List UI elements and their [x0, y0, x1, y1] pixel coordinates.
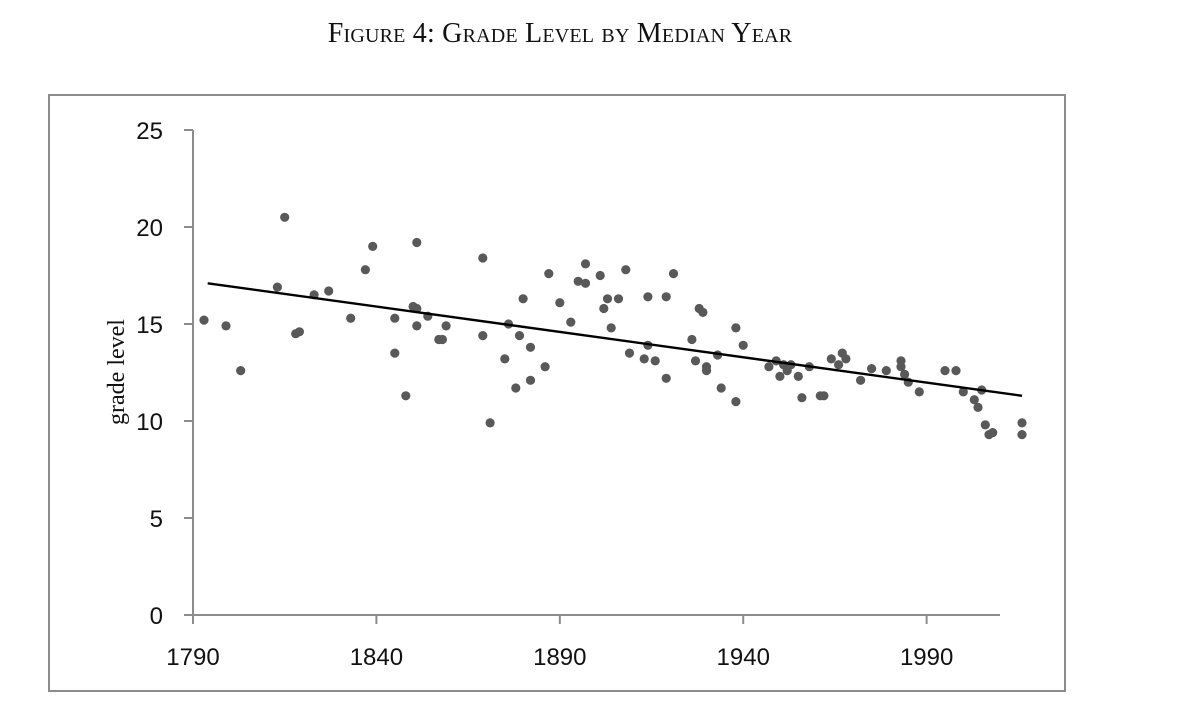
- data-point: [540, 362, 550, 372]
- trendline-layer: [207, 282, 1023, 397]
- data-point: [661, 292, 671, 302]
- data-point: [639, 354, 649, 364]
- data-point: [401, 391, 411, 401]
- data-point: [514, 331, 525, 341]
- axes: [184, 129, 1000, 624]
- data-point: [624, 348, 635, 358]
- y-tick-label: 15: [136, 312, 163, 339]
- data-points: [199, 212, 1027, 440]
- data-point: [841, 354, 851, 364]
- data-point: [1017, 418, 1027, 428]
- data-point: [738, 340, 748, 350]
- data-point: [199, 315, 209, 325]
- data-point: [940, 366, 950, 376]
- data-point: [701, 362, 712, 372]
- y-tick-label: 20: [136, 215, 163, 242]
- data-point: [973, 402, 983, 412]
- y-axis-label-group: grade level: [104, 319, 130, 425]
- data-point: [621, 265, 631, 275]
- x-tick-label: 1940: [717, 644, 770, 671]
- data-point: [980, 420, 990, 430]
- y-axis-label: grade level: [104, 319, 130, 425]
- data-point: [834, 360, 844, 370]
- data-point: [573, 276, 583, 286]
- chart-frame: [48, 94, 1066, 692]
- data-point: [668, 269, 679, 279]
- data-point: [412, 237, 422, 248]
- data-point: [881, 366, 891, 376]
- data-point: [856, 375, 866, 385]
- data-point: [764, 362, 774, 372]
- data-point: [867, 364, 877, 374]
- data-point: [236, 366, 246, 376]
- data-point: [580, 259, 591, 269]
- data-point: [324, 286, 334, 296]
- data-point: [951, 366, 961, 376]
- data-point: [566, 317, 576, 327]
- y-tick-label: 10: [136, 409, 163, 436]
- data-point: [518, 294, 528, 304]
- data-point: [595, 270, 605, 281]
- data-point: [412, 321, 422, 331]
- data-point: [613, 294, 624, 304]
- data-point: [606, 323, 616, 333]
- data-point: [819, 391, 829, 401]
- data-point: [599, 303, 609, 314]
- data-point: [525, 342, 536, 352]
- x-tick-label: 1890: [533, 644, 586, 671]
- data-point: [441, 321, 451, 331]
- data-point: [437, 334, 447, 345]
- data-point: [294, 327, 304, 337]
- data-point: [988, 428, 998, 438]
- data-point: [544, 269, 554, 279]
- data-point: [390, 313, 400, 323]
- data-point: [650, 356, 660, 366]
- data-point: [478, 253, 488, 263]
- data-point: [485, 418, 495, 428]
- trend-line: [207, 282, 1023, 397]
- data-point: [731, 397, 741, 407]
- data-point: [272, 282, 282, 292]
- y-tick-label: 25: [136, 118, 163, 145]
- data-point: [661, 373, 671, 383]
- y-tick-label: 5: [150, 506, 163, 533]
- data-point: [826, 354, 836, 364]
- data-point: [602, 294, 613, 304]
- data-point: [914, 387, 924, 397]
- data-point: [500, 354, 510, 364]
- data-point: [280, 212, 290, 222]
- data-point: [896, 356, 906, 366]
- data-point: [969, 395, 979, 405]
- data-point: [775, 371, 785, 381]
- data-point: [346, 313, 356, 323]
- data-point: [731, 323, 741, 333]
- data-point: [900, 369, 910, 379]
- data-point: [221, 321, 231, 331]
- data-point: [390, 348, 400, 358]
- data-point: [360, 265, 370, 275]
- data-point: [793, 371, 803, 381]
- data-point: [958, 387, 968, 397]
- data-point: [1017, 430, 1027, 440]
- data-point: [716, 383, 726, 393]
- x-tick-label: 1790: [166, 644, 219, 671]
- data-point: [580, 278, 591, 288]
- data-point: [698, 307, 708, 317]
- data-point: [690, 356, 701, 366]
- data-point: [643, 292, 653, 302]
- y-tick-label: 0: [150, 603, 163, 630]
- data-point: [478, 331, 488, 341]
- data-point: [797, 393, 807, 403]
- data-point: [511, 383, 521, 393]
- data-point: [687, 334, 697, 345]
- data-point: [368, 241, 378, 251]
- x-tick-label: 1840: [350, 644, 403, 671]
- tick-labels: 0 5 10 15 20 25 1790 1840 1890 1940 1990: [136, 118, 953, 671]
- x-tick-label: 1990: [900, 644, 953, 671]
- data-point: [525, 375, 536, 385]
- data-point: [555, 298, 565, 308]
- figure-title: Figure 4: Grade Level by Median Year: [327, 18, 793, 49]
